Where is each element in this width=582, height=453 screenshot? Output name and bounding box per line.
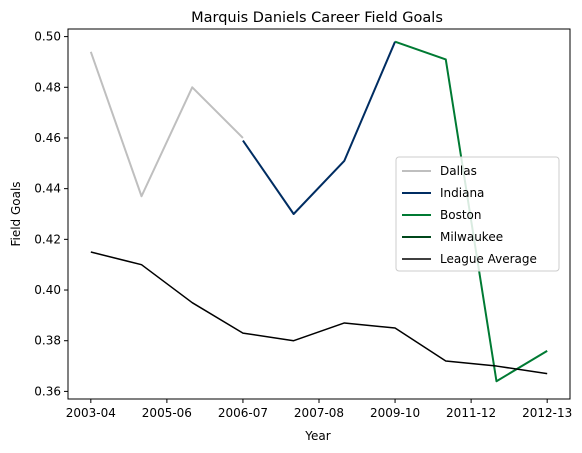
y-axis: 0.36 0.38 0.40 0.42 0.44 0.46 0.48 0.50 (34, 30, 68, 398)
x-tick-label: 2012-13 (522, 406, 572, 420)
legend-label-league-average: League Average (440, 252, 537, 266)
y-tick-label: 0.48 (34, 80, 61, 94)
legend-label-boston: Boston (440, 208, 481, 222)
x-axis: 2003-04 2005-06 2006-07 2007-08 2009-10 2011-… (66, 399, 572, 420)
y-tick-label: 0.40 (34, 283, 61, 297)
y-tick-label: 0.36 (34, 384, 61, 398)
x-tick-label: 2006-07 (218, 406, 268, 420)
y-tick-label: 0.46 (34, 131, 61, 145)
y-axis-title: Field Goals (9, 181, 23, 246)
y-tick-label: 0.50 (34, 30, 61, 44)
x-tick-label: 2009-10 (370, 406, 420, 420)
legend-label-dallas: Dallas (440, 164, 477, 178)
x-tick-label: 2005-06 (142, 406, 192, 420)
x-axis-title: Year (304, 429, 330, 443)
x-tick-label: 2007-08 (294, 406, 344, 420)
series-line-indiana (242, 41, 396, 215)
y-tick-label: 0.38 (34, 334, 61, 348)
series-line-dallas (89, 51, 244, 198)
legend-label-indiana: Indiana (440, 186, 484, 200)
legend: Dallas Indiana Boston Milwaukee League Avera… (395, 156, 560, 272)
legend-label-milwaukee: Milwaukee (440, 230, 503, 244)
y-tick-label: 0.44 (34, 182, 61, 196)
x-tick-label: 2011-12 (446, 406, 496, 420)
y-tick-label: 0.42 (34, 232, 61, 246)
x-tick-label: 2003-04 (66, 406, 116, 420)
chart-title: Marquis Daniels Career Field Goals (191, 10, 443, 26)
legend-box (395, 156, 560, 272)
series-line-league-average (90, 251, 548, 375)
